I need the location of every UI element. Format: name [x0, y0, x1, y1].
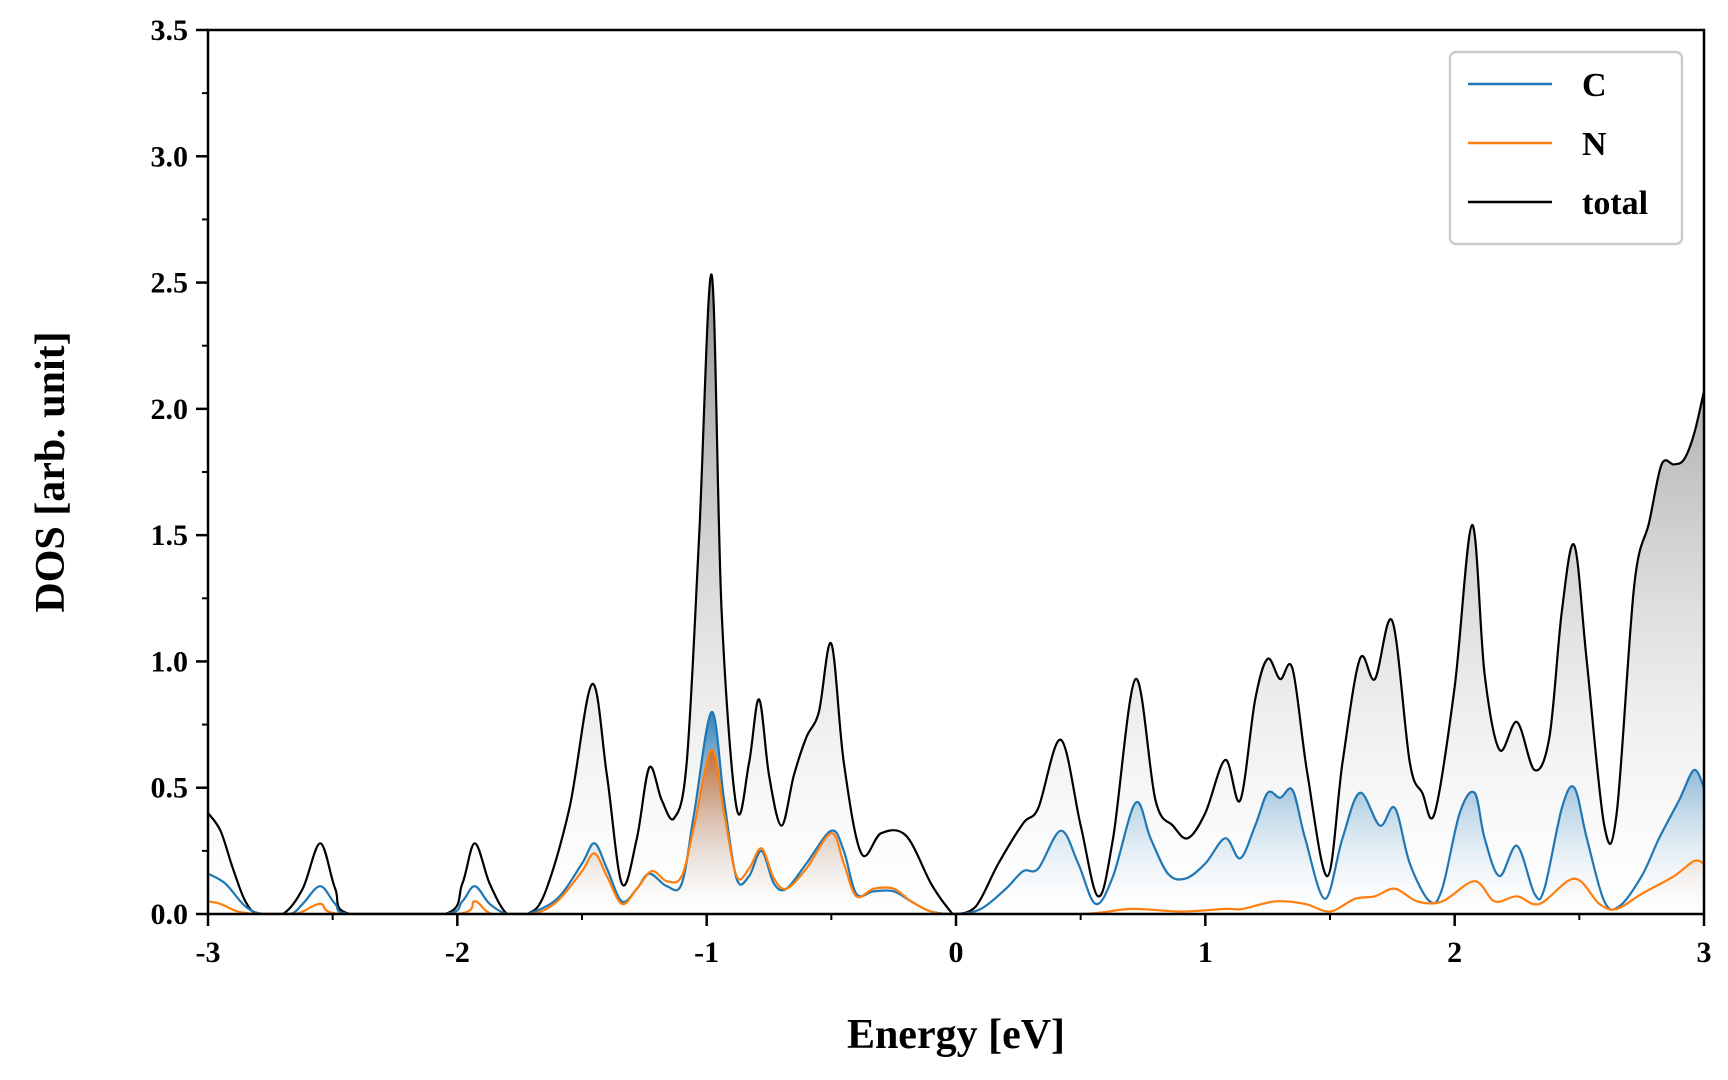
legend-label-n: N [1582, 126, 1607, 163]
y-axis-title: DOS [arb. unit] [28, 331, 74, 612]
total-series-line [208, 273, 1704, 914]
x-axis-title: Energy [eV] [847, 1012, 1065, 1058]
x-tick-label: 3 [1697, 936, 1712, 969]
y-tick-label: 0.0 [151, 898, 189, 931]
y-tick-label: 3.0 [151, 140, 189, 173]
total-fill-area [208, 274, 1704, 914]
y-axis: 0.0 0.5 1.0 1.5 2.0 2.5 3.0 3.5 [151, 14, 208, 931]
y-tick-label: 1.0 [151, 645, 189, 678]
x-tick-label: 1 [1198, 936, 1213, 969]
x-tick-label: -3 [196, 936, 221, 969]
y-tick-label: 3.5 [151, 14, 189, 47]
x-tick-label: -2 [445, 936, 470, 969]
y-tick-label: 1.5 [151, 519, 189, 552]
y-tick-label: 0.5 [151, 772, 189, 805]
x-tick-label: -1 [694, 936, 719, 969]
n-series-line [208, 748, 1704, 914]
x-axis: -3 -2 -1 0 1 2 3 [196, 914, 1712, 969]
x-tick-label: 0 [949, 936, 964, 969]
legend-label-c: C [1582, 67, 1607, 104]
y-tick-label: 2.0 [151, 393, 189, 426]
n-fill-area [208, 749, 1704, 914]
c-series-line [208, 710, 1704, 914]
y-tick-label: 2.5 [151, 267, 189, 300]
legend: C N total [1448, 50, 1684, 246]
x-tick-label: 2 [1447, 936, 1462, 969]
legend-label-total: total [1582, 185, 1648, 222]
legend-box [1448, 50, 1684, 246]
